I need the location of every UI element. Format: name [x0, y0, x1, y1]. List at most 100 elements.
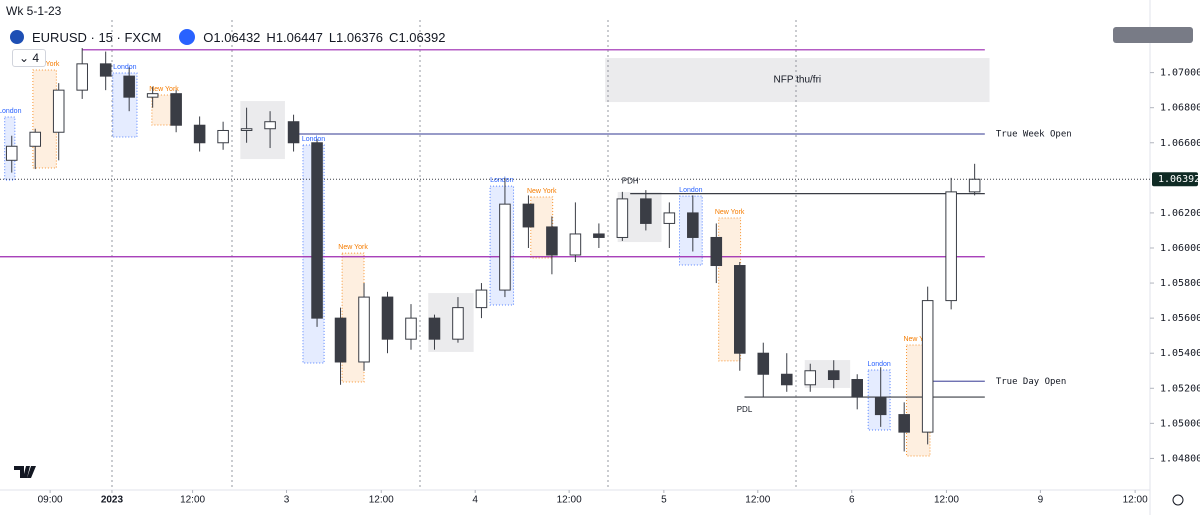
session-label: London	[113, 64, 136, 71]
candle-body	[499, 203, 511, 291]
session-label: London	[302, 136, 325, 143]
y-tick-label: 1.06800	[1160, 103, 1200, 114]
indicator-toggle[interactable]: ⌄ 4	[12, 49, 47, 67]
ohlc-value: 1.06447	[275, 29, 323, 45]
candle-body	[264, 121, 276, 130]
settings-icon[interactable]	[1172, 494, 1184, 506]
candle-body	[99, 63, 112, 77]
last-price-label: 1.06392	[1158, 174, 1200, 185]
candle-body	[170, 93, 182, 126]
x-tick-label: 2023	[101, 495, 124, 506]
candle-body	[827, 370, 840, 381]
session-label: London	[0, 108, 22, 115]
y-tick-label: 1.05800	[1160, 278, 1200, 289]
ohlc-value: 1.06392	[398, 29, 446, 45]
candle-body	[945, 191, 957, 302]
candle-body	[76, 63, 88, 91]
candle-body	[616, 198, 629, 238]
candle-body	[217, 129, 229, 144]
candle-body	[968, 178, 981, 193]
candle-body	[358, 296, 370, 363]
candle-body	[452, 307, 464, 340]
level-label: PDH	[622, 177, 639, 186]
y-tick-label: 1.05200	[1160, 383, 1200, 394]
x-tick-label: 4	[472, 495, 478, 506]
x-tick-label: 5	[661, 495, 667, 506]
zone-label: NFP thu/fri	[774, 75, 822, 86]
session-label: London	[490, 177, 513, 184]
ohlc-label: O	[203, 29, 214, 45]
x-tick-label: 6	[849, 495, 855, 506]
candle-body	[475, 289, 488, 309]
candle-body	[663, 212, 676, 224]
ohlc-item: O1.06432	[203, 30, 260, 45]
candle-body	[5, 145, 18, 161]
candle-body	[193, 124, 206, 144]
candle-body	[240, 128, 253, 131]
chart-title: Wk 5-1-23	[6, 4, 62, 18]
ohlc-label: L	[328, 29, 337, 45]
tv-logo	[14, 466, 36, 478]
ohlc-value: 1.06432	[213, 29, 261, 45]
y-tick-label: 1.07000	[1160, 68, 1200, 79]
candle-body	[851, 379, 863, 398]
candle-body	[123, 75, 135, 98]
last-price-tag	[1152, 172, 1198, 187]
candle-body	[757, 352, 770, 375]
x-tick-label: 12:00	[1123, 495, 1148, 506]
toolbar-bg[interactable]	[1113, 27, 1193, 43]
candle-body	[640, 198, 652, 224]
candle-body	[569, 233, 582, 256]
candle-body	[522, 203, 535, 228]
logo-shape	[14, 466, 36, 478]
x-tick-label: 12:00	[934, 495, 959, 506]
x-tick-label: 09:00	[38, 495, 63, 506]
session-label: New York	[338, 244, 368, 251]
y-tick-label: 1.06200	[1160, 208, 1200, 219]
ohlc-values: O1.06432 H1.06447 L1.06376 C1.06392	[203, 30, 445, 45]
x-tick-label: 3	[284, 495, 290, 506]
session-label: New York	[149, 86, 179, 93]
y-tick-label: 1.04800	[1160, 453, 1200, 464]
ohlc-label: H	[266, 29, 276, 45]
symbol[interactable]: EURUSD · 15 · FXCM	[32, 29, 162, 45]
candle-body	[687, 212, 699, 238]
x-tick-label: 12:00	[745, 495, 770, 506]
y-tick-label: 1.05000	[1160, 418, 1200, 429]
candle-body	[287, 121, 300, 144]
session-label: London	[867, 361, 890, 368]
day-separators	[111, 20, 797, 490]
header: Wk 5-1-23	[6, 4, 61, 18]
session-label: New York	[903, 336, 933, 343]
y-tick-label: 1.05600	[1160, 313, 1200, 324]
y-tick-label: 1.06600	[1160, 138, 1200, 149]
level-label: True Week Open	[996, 129, 1072, 139]
x-tick-label: 9	[1038, 495, 1044, 506]
level-label: True Day Open	[996, 377, 1066, 387]
ohlc-item: L1.06376	[329, 30, 383, 45]
candle-body	[734, 265, 746, 354]
x-tick-label: 12:00	[557, 495, 582, 506]
session-label: New York	[715, 209, 745, 216]
candle-body	[311, 142, 323, 319]
flag-icon	[10, 30, 24, 44]
x-tick-label: 12:00	[369, 495, 394, 506]
ohlc-value: 1.06376	[336, 29, 384, 45]
level-label: PDL	[737, 405, 753, 414]
candle-body	[874, 396, 887, 416]
candle-body	[804, 370, 817, 386]
candle-body	[428, 317, 441, 340]
ohlc-item: C1.06392	[389, 30, 445, 45]
toolbar[interactable]	[1113, 27, 1193, 43]
replay-icon[interactable]	[179, 29, 196, 45]
ohlc-label: C	[389, 29, 399, 45]
candle-body	[921, 300, 934, 433]
candle-body	[334, 317, 347, 363]
candle-body	[146, 93, 159, 98]
y-tick-label: 1.06000	[1160, 243, 1200, 254]
ohlc-item: H1.06447	[266, 30, 322, 45]
session-label: London	[679, 187, 702, 194]
